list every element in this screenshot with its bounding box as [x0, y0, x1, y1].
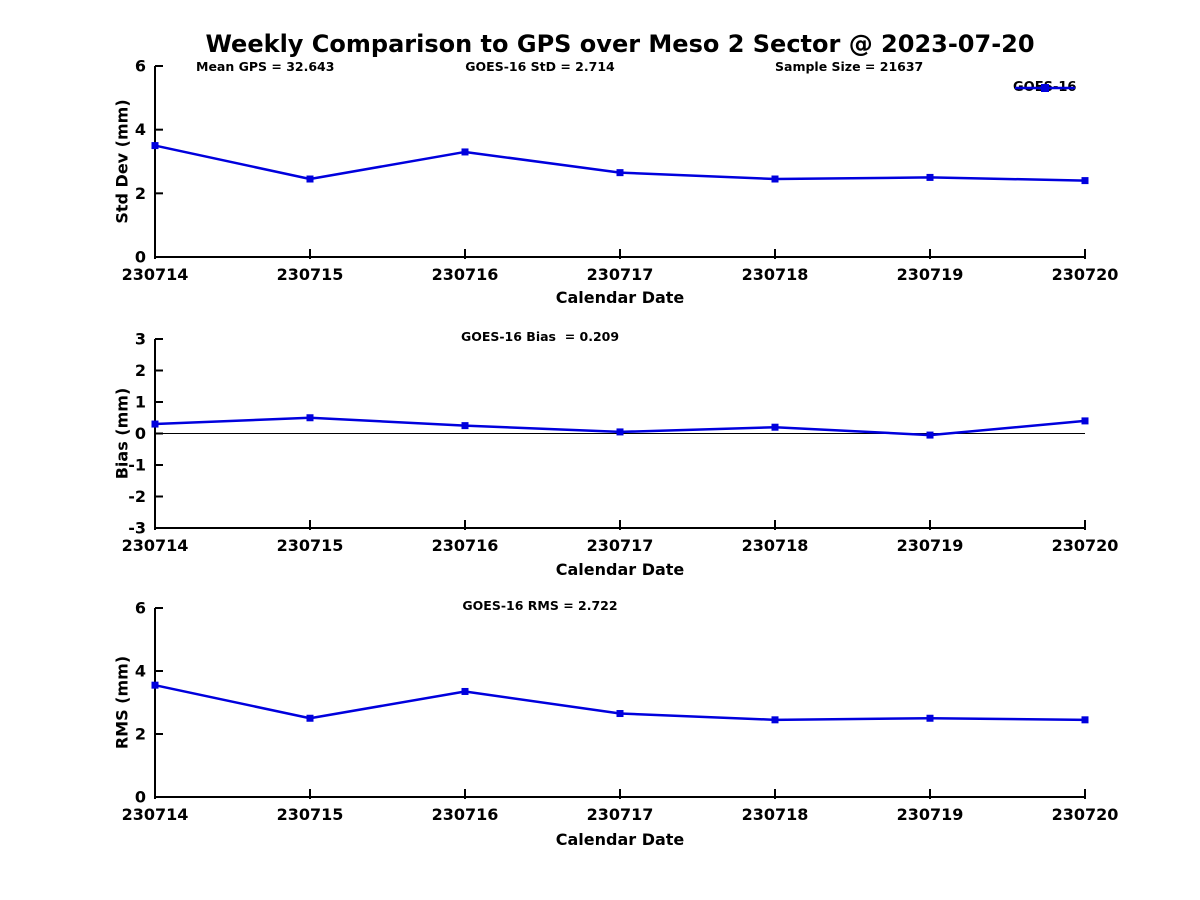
x-tick-label: 230718 [742, 805, 809, 824]
data-point-marker [1081, 716, 1089, 724]
data-point-marker [461, 687, 469, 695]
legend: GOES-16 [1013, 80, 1076, 95]
subplot-std-dev: 0 2 4 6 230714 230715 230716 230717 230718 230719… [122, 57, 1119, 285]
data-point-marker [1081, 417, 1089, 425]
data-point-marker [461, 422, 469, 430]
data-point-marker [616, 169, 624, 177]
x-tick-label: 230717 [587, 536, 654, 555]
y-tick-label: -3 [128, 519, 146, 538]
x-tick-label: 230720 [1052, 805, 1119, 824]
y-tick-label: 0 [135, 424, 146, 443]
y-tick-label: 4 [135, 662, 146, 681]
x-tick-label: 230716 [432, 805, 499, 824]
data-point-marker [151, 420, 159, 428]
y-tick-label: 2 [135, 361, 146, 380]
y-tick-label: 2 [135, 725, 146, 744]
data-point-marker [771, 716, 779, 724]
data-point-marker [771, 175, 779, 183]
x-tick-label: 230714 [122, 536, 189, 555]
x-tick-label: 230720 [1052, 265, 1119, 284]
data-point-marker [151, 681, 159, 689]
y-tick-label: 6 [135, 57, 146, 76]
x-tick-label: 230718 [742, 265, 809, 284]
x-tick-label: 230715 [277, 536, 344, 555]
x-axis-label-1: Calendar Date [555, 288, 685, 307]
data-point-marker [461, 148, 469, 156]
data-point-marker [306, 175, 314, 183]
data-point-marker [926, 714, 934, 722]
x-tick-label: 230717 [587, 805, 654, 824]
x-tick-label: 230715 [277, 805, 344, 824]
data-point-marker [616, 428, 624, 436]
x-axis-label-2: Calendar Date [555, 560, 685, 579]
y-tick-label: -2 [128, 487, 146, 506]
x-tick-label: 230718 [742, 536, 809, 555]
y-tick-label: 0 [135, 248, 146, 267]
data-point-marker [306, 714, 314, 722]
annotation-goes16-rms: GOES-16 RMS = 2.722 [462, 598, 618, 613]
data-point-marker [151, 142, 159, 150]
x-tick-label: 230714 [122, 805, 189, 824]
x-tick-label: 230719 [897, 536, 964, 555]
y-tick-label: 6 [135, 599, 146, 618]
axes-spines [154, 608, 1085, 798]
x-tick-label: 230716 [432, 265, 499, 284]
x-tick-label: 230715 [277, 265, 344, 284]
x-tick-label: 230716 [432, 536, 499, 555]
data-point-marker [306, 414, 314, 422]
annotation-goes16-std: GOES-16 StD = 2.714 [465, 59, 615, 74]
x-tick-label: 230717 [587, 265, 654, 284]
figure-title: Weekly Comparison to GPS over Meso 2 Sec… [205, 30, 1035, 58]
y-tick-label: 0 [135, 788, 146, 807]
y-tick-label: 1 [135, 393, 146, 412]
y-tick-label: -1 [128, 456, 146, 475]
x-tick-label: 230720 [1052, 536, 1119, 555]
x-axis-label-3: Calendar Date [555, 830, 685, 849]
x-tick-label: 230719 [897, 265, 964, 284]
data-point-marker [926, 173, 934, 181]
annotation-goes16-bias: GOES-16 Bias = 0.209 [460, 329, 620, 344]
subplot-rms: 0 2 4 6 230714 230715 230716 230717 230718 230719… [122, 599, 1119, 825]
x-tick-label: 230719 [897, 805, 964, 824]
legend-line-marker-icon [1015, 84, 1075, 92]
annotation-mean-gps: Mean GPS = 32.643 [196, 59, 335, 74]
data-point-marker [771, 423, 779, 431]
y-tick-label: 2 [135, 184, 146, 203]
subplot-bias: -3 -2 -1 0 1 2 3 230714 230715 230716 230717 230718… [122, 330, 1119, 556]
axes-spines [154, 66, 1085, 258]
x-tick-label: 230714 [122, 265, 189, 284]
y-tick-label: 3 [135, 330, 146, 349]
annotation-sample-size: Sample Size = 21637 [775, 59, 924, 74]
data-point-marker [1081, 177, 1089, 185]
data-point-marker [926, 431, 934, 439]
data-point-marker [616, 710, 624, 718]
y-tick-label: 4 [135, 120, 146, 139]
